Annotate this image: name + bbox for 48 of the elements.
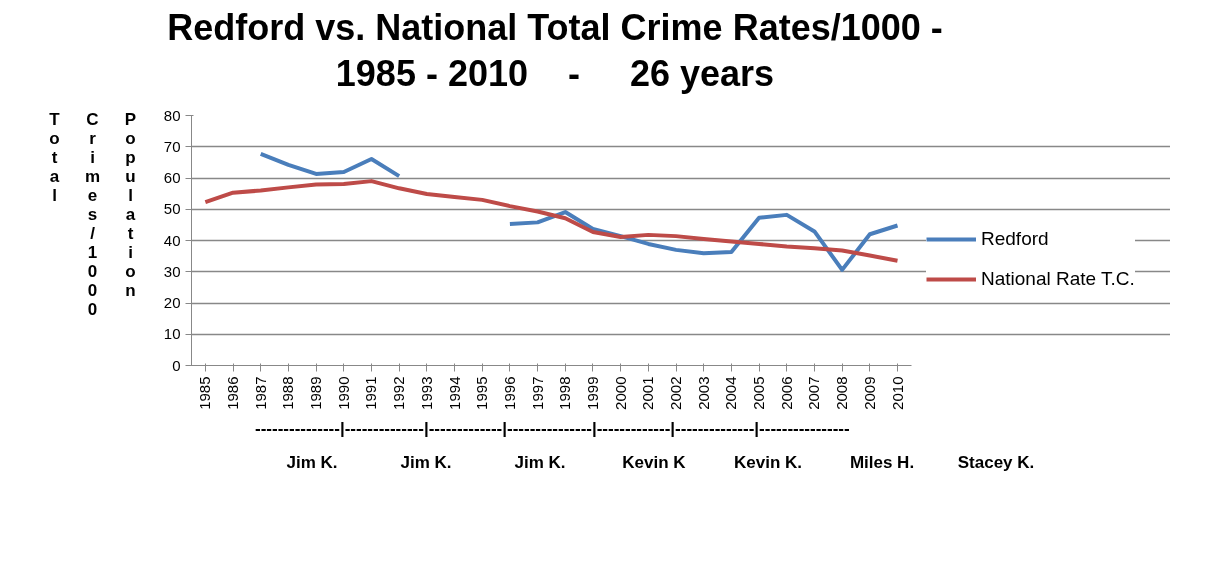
x-tick-label: 1996 bbox=[500, 376, 518, 410]
x-tick-label: 2001 bbox=[639, 376, 657, 410]
y-tick-label: 20 bbox=[163, 294, 181, 311]
x-tick-label: 2009 bbox=[860, 376, 878, 410]
x-tick-label: 1995 bbox=[473, 376, 491, 410]
x-tick-label: 1989 bbox=[307, 376, 325, 410]
x-tick-label: 1992 bbox=[390, 376, 408, 410]
x-tick-label: 2004 bbox=[722, 376, 740, 410]
text: Miles H. bbox=[848, 452, 916, 475]
x-tick-label: 1998 bbox=[556, 376, 574, 410]
y-tick-label: 80 bbox=[163, 106, 181, 124]
x-tick-label: 2003 bbox=[694, 376, 712, 410]
x-tick-label: 1986 bbox=[224, 376, 242, 410]
text: Jim K. bbox=[399, 452, 453, 475]
y-tick-label: 10 bbox=[163, 325, 181, 343]
y-tick-label: 60 bbox=[163, 169, 181, 186]
x-tick-label: 2007 bbox=[805, 376, 823, 410]
text: ---------------|--------------|-------------|---------------|-------------|--------------|---------------- bbox=[255, 418, 851, 440]
x-tick-label: 1990 bbox=[334, 376, 352, 410]
text: Kevin K bbox=[621, 452, 687, 475]
x-tick-label: 1991 bbox=[362, 376, 380, 410]
y-tick-label: 30 bbox=[163, 262, 181, 280]
x-tick-label: 1988 bbox=[279, 376, 297, 410]
y-tick-label: 50 bbox=[163, 200, 181, 218]
x-tick-label: 1997 bbox=[528, 376, 546, 410]
x-tick-label: 1999 bbox=[583, 376, 601, 410]
y-tick-label: 70 bbox=[163, 137, 181, 155]
x-tick-label: 2006 bbox=[777, 376, 795, 410]
text: Jim K. bbox=[285, 452, 339, 475]
chart-title: Redford vs. National Total Crime Rates/1000 - 1985 - 2010 - 26 years bbox=[167, 6, 943, 96]
text: Jim K. bbox=[513, 452, 567, 475]
x-tick-label: 2002 bbox=[667, 376, 685, 410]
x-tick-label: 1985 bbox=[196, 376, 214, 410]
x-tick-label: 1987 bbox=[251, 376, 269, 410]
y-axis-title: Total Crimes/1000 Population bbox=[44, 110, 141, 319]
line-series bbox=[203, 179, 900, 263]
x-tick-label: 2000 bbox=[611, 376, 629, 410]
text: Kevin K. bbox=[733, 452, 803, 475]
x-tick-label: 2005 bbox=[750, 376, 768, 410]
legend-label: National Rate T.C. bbox=[981, 268, 1135, 290]
y-tick-label: 0 bbox=[172, 356, 181, 374]
x-tick-label: 1994 bbox=[445, 376, 463, 410]
text: Stacey K. bbox=[956, 452, 1036, 475]
x-tick-label: 2010 bbox=[888, 376, 906, 410]
legend-label: Redford bbox=[981, 228, 1049, 250]
y-tick-label: 40 bbox=[163, 231, 181, 249]
x-tick-label: 2008 bbox=[833, 376, 851, 410]
x-tick-label: 1993 bbox=[417, 376, 435, 410]
